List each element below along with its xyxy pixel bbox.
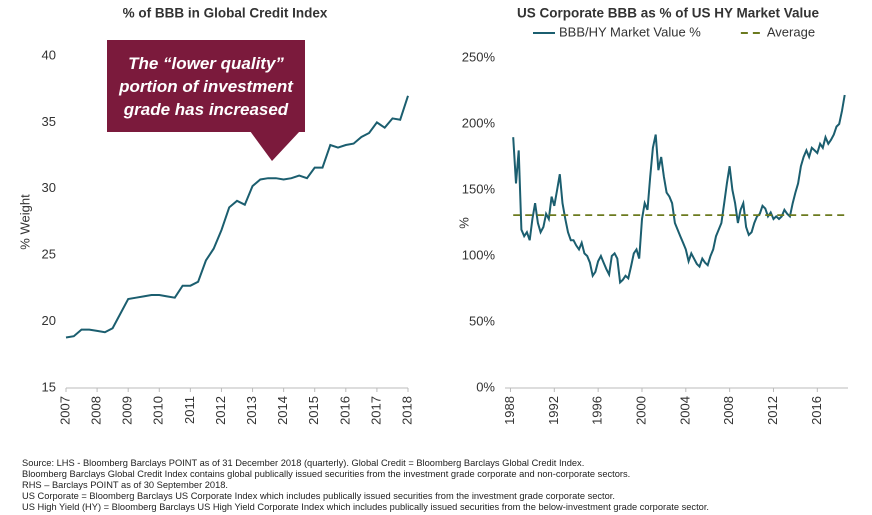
footnote: US High Yield (HY) = Bloomberg Barclays … [22,502,710,512]
x-tick-label: 1996 [590,396,605,425]
x-tick-label: 2012 [765,396,780,425]
y-tick-label: 200% [462,115,496,130]
y-tick-label: 30 [42,180,56,195]
y-tick-label: 35 [42,114,56,129]
y-tick-label: 25 [42,247,56,262]
x-tick-label: 2016 [809,396,824,425]
y-tick-label: 0% [476,379,495,394]
x-tick-label: 1992 [546,396,561,425]
footnotes: Source: LHS - Bloomberg Barclays POINT a… [22,458,862,513]
x-tick-label: 2010 [151,396,166,425]
x-tick-label: 1988 [502,396,517,425]
x-tick-label: 2012 [213,396,228,425]
x-tick-label: 2008 [89,396,104,425]
x-tick-label: 2017 [368,396,383,425]
footnote: RHS – Barclays POINT as of 30 September … [22,480,229,490]
callout-pointer [250,131,300,161]
chart-title: % of BBB in Global Credit Index [123,6,328,21]
legend-label: BBB/HY Market Value % [559,24,701,39]
y-tick-label: 250% [462,49,496,64]
x-tick-label: 2007 [57,396,72,425]
x-tick-label: 2004 [677,396,692,425]
footnote: Bloomberg Barclays Global Credit Index c… [22,469,631,479]
series-line [512,94,846,285]
x-tick-label: 2016 [337,396,352,425]
footnote: Source: LHS - Bloomberg Barclays POINT a… [22,458,585,468]
x-tick-label: 2000 [633,396,648,425]
legend-label: Average [767,24,815,39]
chart-title: US Corporate BBB as % of US HY Market Va… [517,6,820,21]
x-tick-label: 2011 [182,396,197,424]
y-tick-label: 50% [469,313,495,328]
y-tick-label: 100% [462,247,496,262]
y-tick-label: 15 [42,379,56,394]
x-tick-label: 2018 [399,396,414,425]
y-tick-label: 40 [42,47,56,62]
y-tick-label: 20 [42,313,56,328]
y-axis-label: % [456,217,471,229]
x-tick-label: 2009 [120,396,135,425]
series-line [65,95,409,339]
x-tick-label: 2008 [721,396,736,425]
x-tick-label: 2014 [275,396,290,425]
y-axis-label: % Weight [17,194,32,250]
y-tick-label: 150% [462,181,496,196]
x-tick-label: 2013 [244,396,259,425]
charts: % of BBB in Global Credit Index % Weight 1… [17,6,848,425]
x-tick-label: 2015 [306,396,321,425]
callout: The “lower quality” portion of investmen… [107,40,305,132]
footnote: US Corporate = Bloomberg Barclays US Cor… [22,491,615,501]
